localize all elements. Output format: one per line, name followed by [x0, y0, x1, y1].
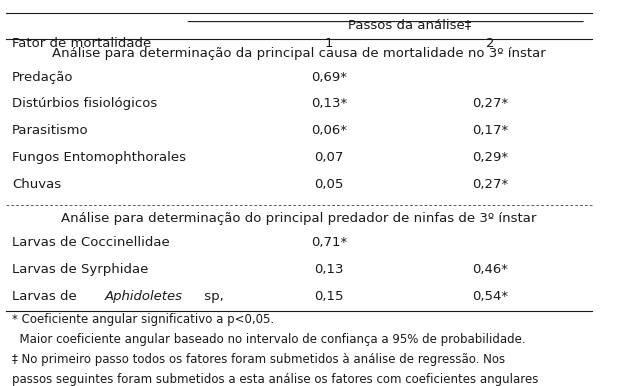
Text: * Coeficiente angular significativo a p<0,05.: * Coeficiente angular significativo a p<… [12, 313, 274, 326]
Text: Análise para determinação da principal causa de mortalidade no 3º ínstar: Análise para determinação da principal c… [52, 47, 546, 59]
Text: 0,27*: 0,27* [472, 97, 509, 110]
Text: 0,69*: 0,69* [311, 71, 347, 84]
Text: Fator de mortalidade: Fator de mortalidade [12, 37, 151, 50]
Text: sp,: sp, [200, 290, 224, 303]
Text: 0,46*: 0,46* [472, 263, 508, 276]
Text: 0,27*: 0,27* [472, 178, 509, 191]
Text: 0,29*: 0,29* [472, 151, 509, 164]
Text: Larvas de: Larvas de [12, 290, 81, 303]
Text: 0,15: 0,15 [314, 290, 344, 303]
Text: Aphidoletes: Aphidoletes [105, 290, 183, 303]
Text: 0,07: 0,07 [314, 151, 344, 164]
Text: 0,06*: 0,06* [311, 124, 347, 137]
Text: Larvas de Syrphidae: Larvas de Syrphidae [12, 263, 148, 276]
Text: Parasitismo: Parasitismo [12, 124, 89, 137]
Text: 0,71*: 0,71* [311, 236, 347, 249]
Text: Passos da análise‡: Passos da análise‡ [348, 18, 472, 31]
Text: Análise para determinação do principal predador de ninfas de 3º ínstar: Análise para determinação do principal p… [61, 212, 537, 225]
Text: Chuvas: Chuvas [12, 178, 61, 191]
Text: 1: 1 [325, 37, 333, 50]
Text: 0,05: 0,05 [314, 178, 344, 191]
Text: Fungos Entomophthorales: Fungos Entomophthorales [12, 151, 186, 164]
Text: Predação: Predação [12, 71, 73, 84]
Text: Maior coeficiente angular baseado no intervalo de confiança a 95% de probabilida: Maior coeficiente angular baseado no int… [12, 333, 526, 346]
Text: 0,17*: 0,17* [472, 124, 509, 137]
Text: ‡ No primeiro passo todos os fatores foram submetidos à análise de regressão. No: ‡ No primeiro passo todos os fatores for… [12, 353, 505, 366]
Text: 0,13*: 0,13* [311, 97, 347, 110]
Text: 2: 2 [486, 37, 495, 50]
Text: passos seguintes foram submetidos a esta análise os fatores com coeficientes ang: passos seguintes foram submetidos a esta… [12, 373, 538, 386]
Text: Larvas de Coccinellidae: Larvas de Coccinellidae [12, 236, 170, 249]
Text: Distúrbios fisiológicos: Distúrbios fisiológicos [12, 97, 157, 110]
Text: 0,54*: 0,54* [472, 290, 509, 303]
Text: 0,13: 0,13 [314, 263, 344, 276]
